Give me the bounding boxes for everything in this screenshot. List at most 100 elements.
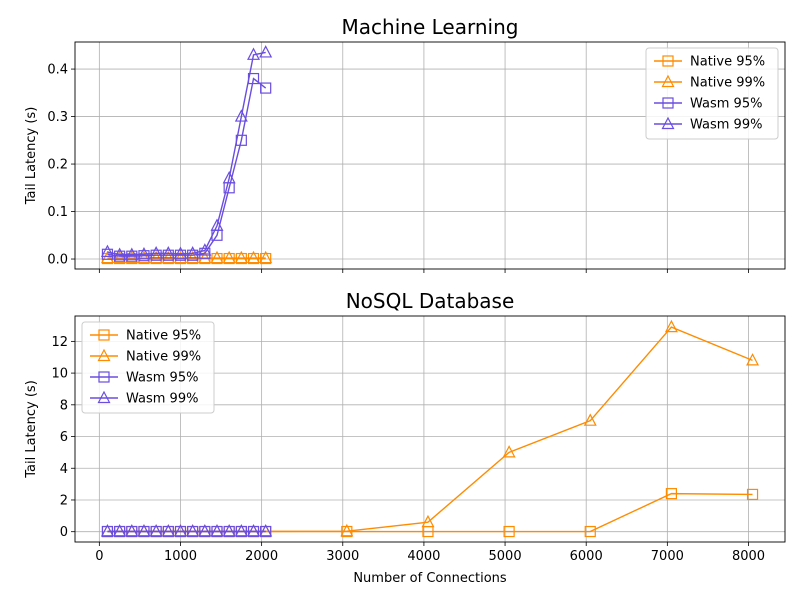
data-point-triangle [247, 250, 261, 264]
y-axis-label: Tail Latency (s) [24, 107, 39, 206]
legend-marker-square [662, 55, 674, 67]
data-point-square [665, 488, 678, 500]
subplot-2: 0 1000 2000 3000 4000 5000 6000 7000 8000 0 2 4 6 8 10… [24, 289, 786, 586]
data-point-triangle [502, 445, 516, 458]
data-point-triangle [234, 109, 248, 122]
data-point-triangle [583, 413, 597, 426]
data-point-triangle [100, 524, 114, 537]
x-tick-label: 2000 [245, 549, 278, 564]
plot-frame [74, 41, 786, 270]
y-tick-label: 8 [60, 398, 68, 413]
plot-frame [74, 315, 786, 543]
data-point-triangle [210, 218, 224, 231]
data-point-triangle [113, 524, 127, 537]
data-point-triangle [259, 250, 273, 264]
x-tick-label: 5000 [489, 549, 522, 564]
y-tick-label: 0.2 [47, 158, 68, 173]
legend-item: Wasm 99% [90, 390, 198, 407]
data-point-triangle [222, 171, 236, 184]
series-line [107, 77, 267, 257]
legend-item: Wasm 95% [90, 371, 198, 386]
legend-box [645, 47, 779, 140]
data-point-triangle [173, 250, 187, 264]
series-native-95- [101, 488, 759, 538]
y-tick-label: 0.0 [47, 253, 68, 268]
data-point-square [114, 250, 126, 262]
legend-marker-square [98, 329, 110, 341]
data-point-triangle [247, 47, 261, 60]
data-point-triangle [137, 524, 151, 537]
legend-item: Native 99% [654, 74, 765, 91]
y-tick-label: 2 [60, 493, 68, 508]
y-tick-label: 12 [51, 335, 68, 350]
data-point-triangle [161, 246, 175, 259]
x-tick-label: 3000 [326, 549, 359, 564]
legend-label: Native 95% [690, 55, 765, 70]
data-point-triangle [210, 250, 224, 264]
data-point-triangle [247, 524, 261, 537]
data-point-triangle [125, 247, 139, 260]
data-point-triangle [173, 524, 187, 537]
legend-marker-triangle [661, 116, 675, 130]
data-point-triangle [259, 45, 273, 58]
legend-label: Native 99% [126, 350, 201, 365]
data-point-triangle [340, 523, 354, 537]
legend-item: Wasm 99% [654, 116, 762, 133]
data-point-triangle [664, 319, 678, 333]
y-axis-label: Tail Latency (s) [24, 380, 39, 479]
legend: Native 95% Native 99% Wasm 95% Wasm 99% [81, 321, 215, 414]
data-point-triangle [210, 524, 224, 537]
chart-title: Machine Learning [342, 15, 519, 39]
series-wasm-99- [100, 524, 273, 537]
legend-label: Wasm 95% [690, 97, 762, 112]
data-point-triangle [113, 250, 127, 264]
x-tick-label: 1000 [164, 549, 197, 564]
x-tick-label: 4000 [407, 549, 440, 564]
data-point-triangle [222, 524, 236, 537]
data-point-triangle [149, 246, 163, 259]
data-point-square [503, 525, 515, 538]
series-line [107, 51, 266, 256]
x-tick-label: 7000 [651, 549, 684, 564]
legend: Native 95% Native 99% Wasm 95% Wasm 99% [645, 47, 779, 140]
data-point-triangle [198, 243, 212, 256]
legend-label: Native 95% [126, 329, 201, 344]
data-point-triangle [100, 244, 114, 258]
legend-item: Native 95% [90, 329, 201, 344]
data-point-triangle [421, 514, 435, 528]
legend-label: Wasm 99% [690, 118, 762, 133]
data-point-square [260, 82, 272, 94]
data-point-triangle [125, 524, 139, 537]
y-tick-label: 10 [51, 367, 68, 382]
legend-box [81, 321, 215, 414]
legend-label: Wasm 95% [126, 371, 198, 386]
data-point-square [138, 250, 150, 262]
subplot-1: 0.0 0.1 0.2 0.3 0.4 Machine Learning Tail Late… [24, 15, 786, 273]
legend-marker-triangle [661, 74, 675, 88]
data-point-triangle [100, 250, 114, 264]
data-point-triangle [198, 524, 212, 537]
y-tick-label: 0.3 [47, 110, 68, 125]
data-point-triangle [259, 524, 273, 537]
chart-title: NoSQL Database [346, 289, 515, 313]
data-point-triangle [125, 250, 139, 264]
data-point-triangle [186, 524, 200, 537]
data-point-triangle [173, 246, 187, 259]
legend-marker-triangle [97, 348, 111, 362]
y-tick-label: 6 [60, 430, 68, 445]
data-point-triangle [137, 250, 151, 264]
data-point-triangle [137, 246, 151, 260]
data-point-triangle [746, 353, 760, 366]
x-tick-label: 8000 [732, 549, 765, 564]
data-point-triangle [149, 524, 163, 537]
y-tick-label: 0.1 [47, 205, 68, 220]
legend-marker-triangle [97, 390, 111, 404]
series-wasm-99- [100, 45, 273, 260]
y-tick-label: 0 [60, 525, 68, 540]
data-point-square [162, 249, 174, 261]
data-point-triangle [234, 250, 248, 264]
x-axis-label: Number of Connections [353, 571, 507, 586]
data-point-triangle [234, 524, 248, 537]
legend-item: Native 99% [90, 348, 201, 365]
